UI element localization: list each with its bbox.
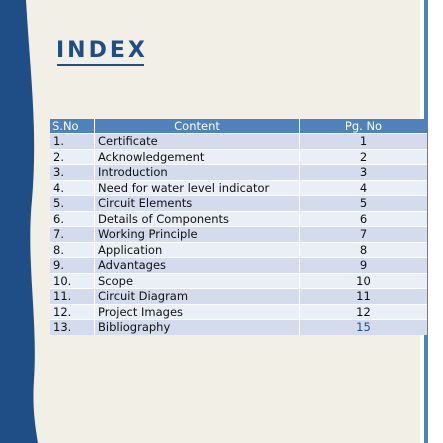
table-row: 5. Circuit Elements 5 <box>50 195 427 211</box>
table-row: 2. Acknowledgement 2 <box>50 148 427 165</box>
table-header-row: S.No Content Pg. No <box>50 119 427 134</box>
row-page: 11 <box>299 288 427 304</box>
row-sno: 1. <box>50 133 95 149</box>
row-content: Advantages <box>94 257 300 273</box>
row-page: 10 <box>299 272 427 289</box>
table-row: 9. Advantages 9 <box>50 257 427 273</box>
row-sno: 10. <box>50 272 95 289</box>
row-page: 8 <box>299 241 427 258</box>
table-row: 7. Working Principle 7 <box>50 226 427 242</box>
table-row: 10. Scope 10 <box>50 272 427 289</box>
row-content: Need for water level indicator <box>94 179 300 196</box>
row-sno: 5. <box>50 195 95 211</box>
row-sno: 12. <box>50 303 95 320</box>
row-page: 1 <box>299 133 427 149</box>
page-title: INDEX <box>56 38 148 63</box>
row-sno: 9. <box>50 257 95 273</box>
row-page: 6 <box>299 210 427 227</box>
index-table: S.No Content Pg. No 1. Certificate 1 2. … <box>50 119 427 335</box>
table-row: 4. Need for water level indicator 4 <box>50 179 427 196</box>
table-row: 12. Project Images 12 <box>50 303 427 320</box>
row-page: 2 <box>299 148 427 165</box>
row-content: Details of Components <box>94 210 300 227</box>
row-content: Acknowledgement <box>94 148 300 165</box>
row-sno: 13. <box>50 319 95 335</box>
row-page: 12 <box>299 303 427 320</box>
row-content: Bibliography <box>94 319 300 335</box>
header-page-no: Pg. No <box>299 119 427 134</box>
left-wave-band <box>0 0 38 443</box>
row-page: 9 <box>299 257 427 273</box>
table-row: 3. Introduction 3 <box>50 164 427 180</box>
row-content: Introduction <box>94 164 300 180</box>
row-page: 15 <box>299 319 427 335</box>
table-row: 8. Application 8 <box>50 241 427 258</box>
header-sno: S.No <box>50 119 95 134</box>
row-sno: 8. <box>50 241 95 258</box>
row-content: Circuit Diagram <box>94 288 300 304</box>
row-content: Circuit Elements <box>94 195 300 211</box>
row-sno: 2. <box>50 148 95 165</box>
row-content: Certificate <box>94 133 300 149</box>
row-content: Scope <box>94 272 300 289</box>
row-page: 5 <box>299 195 427 211</box>
table-row: 13. Bibliography 15 <box>50 319 427 335</box>
table-row: 11. Circuit Diagram 11 <box>50 288 427 304</box>
row-content: Application <box>94 241 300 258</box>
row-content: Working Principle <box>94 226 300 242</box>
row-page: 7 <box>299 226 427 242</box>
row-sno: 3. <box>50 164 95 180</box>
table-row: 6. Details of Components 6 <box>50 210 427 227</box>
row-sno: 7. <box>50 226 95 242</box>
title-underline <box>57 64 144 66</box>
row-sno: 11. <box>50 288 95 304</box>
row-sno: 6. <box>50 210 95 227</box>
row-page: 3 <box>299 164 427 180</box>
row-content: Project Images <box>94 303 300 320</box>
row-sno: 4. <box>50 179 95 196</box>
header-content: Content <box>94 119 300 134</box>
table-row: 1. Certificate 1 <box>50 133 427 149</box>
row-page: 4 <box>299 179 427 196</box>
